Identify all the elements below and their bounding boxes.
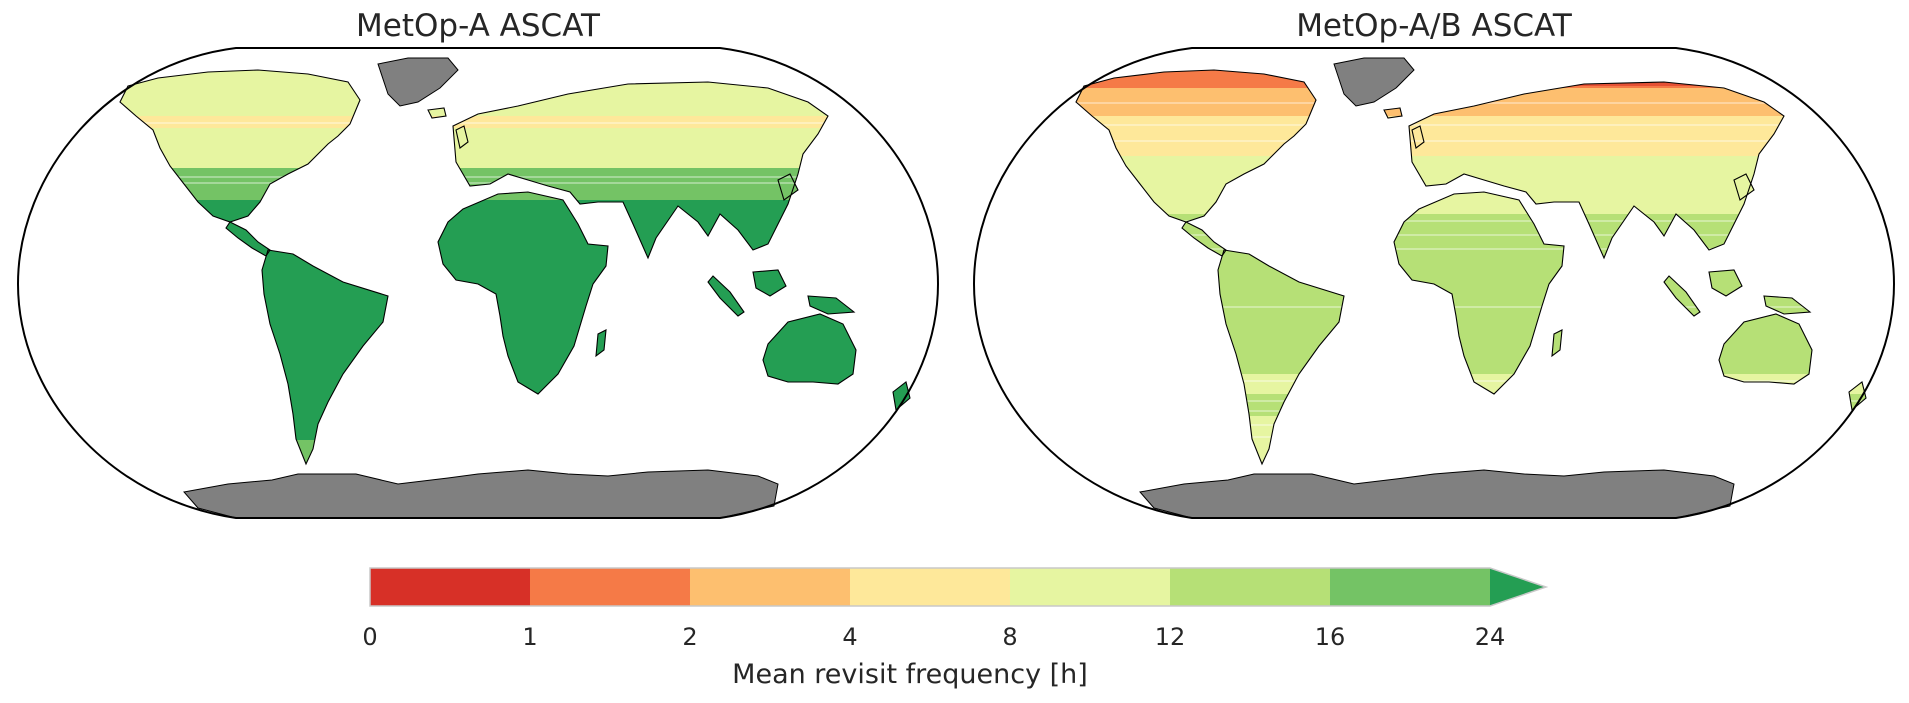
colorbar-segment [1330,568,1490,606]
revisit-stripe [1076,234,1866,236]
colorbar-tick-label: 2 [682,623,698,651]
colorbar-outline [369,567,1549,607]
coastline [1848,381,1867,412]
coastline [762,313,857,385]
colorbar-tick-label: 24 [1474,623,1506,651]
coastline [1718,313,1813,385]
colorbar-segment [690,568,850,606]
coastline [452,81,829,260]
coastline [752,269,787,297]
colorbar-extend-arrow [1490,568,1546,606]
colorbar-tick-label: 12 [1154,623,1186,651]
coastline [455,125,469,149]
revisit-band [1076,116,1866,156]
coastline [777,173,799,201]
colorbar-label: Mean revisit frequency [h] [732,659,1088,690]
colorbar-tick-label: 4 [842,623,858,651]
coastline [1551,329,1563,358]
coastline [1411,125,1425,149]
coastline [1383,107,1403,119]
colorbar-segment [850,568,1010,606]
coastline [1075,69,1317,223]
revisit-band [120,116,910,128]
colorbar-segment [1010,568,1170,606]
colorbar: 0 1 2 4 8 12 16 24 Mean revisit frequency [h] [360,560,1560,700]
coastline [807,295,856,315]
greenland-mask [377,57,459,107]
map-panel-metop-ab: MetOp-A/B ASCAT [964,0,1904,540]
map-title: MetOp-A/B ASCAT [1296,8,1572,44]
map-title: MetOp-A ASCAT [356,8,600,44]
revisit-stripe [1076,140,1866,142]
revisit-band [120,128,910,168]
coastline [1408,81,1785,260]
coastline [707,275,745,317]
colorbar-segment [530,568,690,606]
coastline [119,69,361,223]
world-map-metop-ab [972,47,1896,519]
revisit-hotspot [1144,70,1274,82]
revisit-stripe [120,122,910,124]
coastline [1763,295,1812,315]
revisit-stripe [1076,220,1866,222]
colorbar-tick-label: 0 [362,623,378,651]
coastline [427,107,447,119]
coastline [437,191,609,395]
colorbar-tick-label: 1 [522,623,538,651]
map-frame [16,47,940,519]
coastline [1393,191,1565,395]
coastline [261,249,389,466]
coastline [892,381,911,412]
revisit-stripe [1076,248,1866,250]
colorbar-tick-label: 16 [1314,623,1346,651]
revisit-stripe [1076,124,1866,126]
map-frame [972,47,1896,519]
coastline [595,329,607,358]
revisit-stripe [1076,306,1866,308]
world-map-metop-a [16,47,940,519]
map-panel-metop-a: MetOp-A ASCAT [8,0,948,540]
colorbar-segment [1170,568,1330,606]
coastline [1733,173,1755,201]
colorbar-segment [370,568,530,606]
coastline [1663,275,1701,317]
coastline [1217,249,1345,466]
colorbar-bar [369,567,1549,607]
colorbar-tick-label: 8 [1002,623,1018,651]
coastline [1708,269,1743,297]
greenland-mask [1333,57,1415,107]
